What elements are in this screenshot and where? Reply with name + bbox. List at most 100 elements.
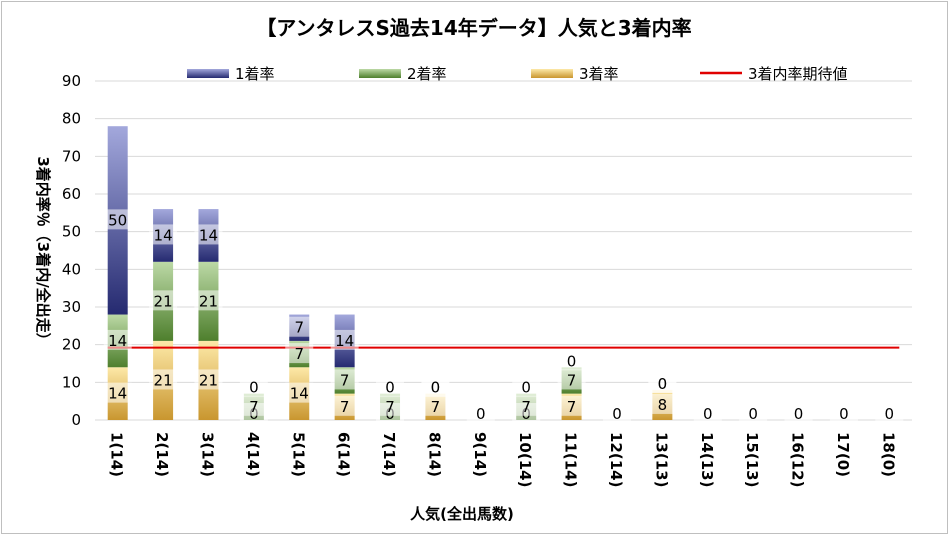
data-label-bg bbox=[376, 395, 405, 416]
data-label: 14 bbox=[108, 332, 127, 350]
data-label: 7 bbox=[567, 371, 577, 389]
data-label-bg bbox=[421, 376, 450, 397]
y-tick-label: 20 bbox=[62, 336, 81, 354]
data-label: 8 bbox=[658, 396, 668, 414]
data-label-bg bbox=[149, 290, 178, 311]
data-label: 0 bbox=[839, 405, 849, 423]
data-label-bg bbox=[602, 403, 631, 423]
x-tick-label: 15(13) bbox=[743, 432, 761, 487]
y-tick-label: 80 bbox=[62, 110, 81, 128]
data-label: 7 bbox=[340, 371, 350, 389]
x-tick-label: 9(14) bbox=[471, 432, 489, 477]
y-tick-label: 40 bbox=[62, 260, 81, 278]
data-label: 7 bbox=[294, 345, 304, 363]
x-axis-title: 人気(全出馬数) bbox=[410, 505, 514, 523]
x-tick-label: 2(14) bbox=[153, 432, 171, 477]
data-label-bg bbox=[103, 329, 132, 350]
x-tick-label: 1(14) bbox=[108, 432, 126, 477]
legend-swatch bbox=[531, 69, 573, 78]
data-label: 14 bbox=[199, 226, 218, 244]
data-label-bg bbox=[376, 376, 405, 397]
data-labels: 1421210147070070800000142121777707705014… bbox=[103, 209, 904, 423]
data-label: 7 bbox=[385, 398, 395, 416]
data-label: 7 bbox=[249, 398, 259, 416]
data-label: 7 bbox=[431, 398, 441, 416]
data-label-bg bbox=[285, 316, 314, 337]
x-tick-label: 7(14) bbox=[380, 432, 398, 477]
data-label-bg bbox=[829, 403, 858, 423]
y-tick-label: 90 bbox=[62, 72, 81, 90]
x-tick-label: 16(12) bbox=[789, 432, 807, 487]
x-tick-label: 14(13) bbox=[698, 432, 716, 487]
x-tick-label: 13(13) bbox=[652, 432, 670, 487]
data-label-bg bbox=[512, 395, 541, 416]
data-label: 0 bbox=[476, 405, 486, 423]
data-label: 0 bbox=[521, 379, 531, 397]
bars bbox=[107, 126, 673, 420]
data-label-bg bbox=[194, 224, 223, 245]
x-tick-label: 4(14) bbox=[244, 432, 262, 477]
data-label: 0 bbox=[658, 375, 668, 393]
data-label-bg bbox=[103, 382, 132, 403]
legend-swatch bbox=[359, 69, 401, 78]
data-label-bg bbox=[693, 403, 722, 423]
data-label: 21 bbox=[199, 292, 218, 310]
legend-entry: 1着率 bbox=[235, 65, 275, 83]
data-label: 50 bbox=[108, 211, 127, 229]
x-tick-label: 12(14) bbox=[607, 432, 625, 487]
data-label-bg bbox=[739, 403, 768, 423]
y-tick-label: 30 bbox=[62, 298, 81, 316]
data-label: 14 bbox=[335, 332, 354, 350]
x-tick-label: 8(14) bbox=[425, 432, 443, 477]
data-label-bg bbox=[285, 382, 314, 403]
data-label-bg bbox=[557, 369, 586, 390]
data-label-bg bbox=[149, 369, 178, 390]
data-label-bg bbox=[103, 209, 132, 230]
y-tick-label: 50 bbox=[62, 223, 81, 241]
x-tick-label: 17(0) bbox=[834, 432, 852, 477]
data-label: 0 bbox=[249, 379, 259, 397]
data-label: 0 bbox=[703, 405, 713, 423]
legend-entry: 3着率 bbox=[579, 65, 619, 83]
data-label: 14 bbox=[154, 226, 173, 244]
data-label-bg bbox=[466, 403, 495, 423]
legend-swatch bbox=[187, 69, 229, 78]
data-label-bg bbox=[239, 395, 268, 416]
data-label-bg bbox=[784, 403, 813, 423]
data-label-bg bbox=[149, 224, 178, 245]
data-label: 0 bbox=[385, 379, 395, 397]
chart-title: 【アンタレスS過去14年データ】人気と3着内率 bbox=[256, 16, 691, 40]
data-label: 7 bbox=[294, 319, 304, 337]
data-label-bg bbox=[330, 329, 359, 350]
data-label: 14 bbox=[290, 385, 309, 403]
legend-entry: 3着内率期待値 bbox=[748, 65, 848, 83]
legend: 1着率 2着率 3着率 3着内率期待値 bbox=[187, 65, 848, 83]
data-label-bg bbox=[285, 343, 314, 364]
y-tick-label: 0 bbox=[71, 411, 81, 429]
data-label-bg bbox=[330, 395, 359, 416]
x-tick-label: 6(14) bbox=[335, 432, 353, 477]
y-axis-title-group: 3着内率％（3着内/全出走） bbox=[34, 156, 52, 347]
data-label: 0 bbox=[612, 405, 622, 423]
data-label-bg bbox=[512, 376, 541, 397]
x-tick-label: 3(14) bbox=[198, 432, 216, 477]
gridlines bbox=[95, 80, 912, 421]
data-label: 7 bbox=[521, 398, 531, 416]
x-tick-label: 10(14) bbox=[516, 432, 534, 487]
data-label-bg bbox=[330, 369, 359, 390]
y-axis-ticks: 0 10 20 30 40 50 60 70 80 90 bbox=[62, 72, 81, 429]
x-tick-label: 5(14) bbox=[289, 432, 307, 477]
data-label: 0 bbox=[567, 352, 577, 370]
legend-entry: 2着率 bbox=[407, 65, 447, 83]
data-label: 0 bbox=[748, 405, 758, 423]
data-label-bg bbox=[239, 376, 268, 397]
data-label: 21 bbox=[154, 292, 173, 310]
data-label: 0 bbox=[431, 379, 441, 397]
y-tick-label: 70 bbox=[62, 147, 81, 165]
data-label: 0 bbox=[885, 405, 895, 423]
data-label: 21 bbox=[199, 371, 218, 389]
y-tick-label: 60 bbox=[62, 185, 81, 203]
data-label: 7 bbox=[567, 398, 577, 416]
